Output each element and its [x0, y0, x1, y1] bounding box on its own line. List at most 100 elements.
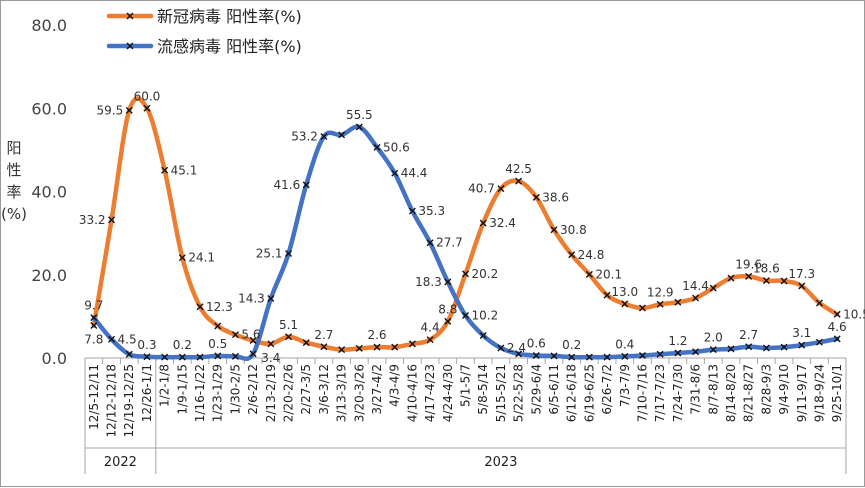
x-tick-label: 9/18-9/24 — [812, 364, 826, 422]
data-label-s1: 24.1 — [188, 251, 215, 265]
data-point-marker-stroke — [444, 317, 452, 325]
x-tick-label: 2/20-2/26 — [282, 364, 296, 422]
year-groups: 2022 2023 — [84, 358, 847, 474]
data-point-marker-stroke — [196, 303, 204, 311]
x-tick-label: 5/8-5/14 — [476, 364, 490, 415]
y-tick-label: 40.0 — [31, 183, 67, 202]
x-tick-label: 6/26-7/2 — [600, 364, 614, 415]
x-tick-label: 3/13-3/19 — [335, 364, 349, 422]
data-point-marker-stroke — [585, 270, 593, 278]
x-tick-label: 6/19-6/25 — [582, 364, 596, 422]
data-label-s2: 0.3 — [137, 338, 156, 352]
data-point-marker-stroke — [302, 181, 310, 189]
data-point-s2 — [798, 341, 806, 349]
legend-label: 流感病毒 阳性率(%) — [157, 37, 302, 56]
y-tick-label: 80.0 — [31, 16, 67, 35]
data-point-marker-stroke — [550, 352, 558, 360]
data-point-s2 — [249, 350, 257, 358]
data-point-s1 — [125, 106, 133, 114]
x-tick-label: 2/27-3/5 — [299, 364, 313, 415]
data-point-marker-stroke — [833, 310, 841, 318]
x-tick-label: 8/21-8/27 — [742, 364, 756, 422]
data-point-s2 — [638, 352, 646, 359]
data-point-marker-stroke — [391, 343, 399, 351]
data-point-marker-stroke — [532, 193, 540, 201]
data-point-marker-stroke — [745, 343, 753, 351]
x-tick-label: 8/7-8/13 — [706, 364, 720, 415]
data-point-marker-stroke — [603, 291, 611, 299]
y-axis-ticks: 0.0 20.0 40.0 60.0 80.0 — [31, 16, 67, 368]
data-label-s1: 5.6 — [241, 328, 260, 342]
data-point-marker-stroke — [621, 300, 629, 308]
series-lines — [91, 96, 840, 362]
x-tick-label: 5/22-5/28 — [512, 364, 526, 422]
data-point-s1 — [621, 300, 629, 308]
x-tick-label: 7/10-7/16 — [635, 364, 649, 422]
data-point-s1 — [745, 272, 753, 280]
data-label-s2: 18.3 — [415, 275, 442, 289]
data-point-marker-stroke — [249, 350, 257, 358]
data-point-s1 — [568, 251, 576, 259]
data-point-marker-stroke — [214, 352, 222, 360]
y-axis-label-char: (%) — [1, 205, 27, 223]
data-label-s2: 35.3 — [418, 204, 445, 218]
data-label-s1: 4.4 — [421, 321, 440, 335]
data-label-s2: 2.4 — [507, 341, 526, 355]
x-tick-label: 12/12-12/18 — [105, 364, 119, 438]
data-point-s1 — [373, 343, 381, 351]
data-point-marker-stroke — [355, 344, 363, 352]
data-point-marker-stroke — [285, 333, 293, 341]
data-point-marker-stroke — [391, 169, 399, 177]
data-point-marker-stroke — [143, 104, 151, 112]
data-label-s2: 55.5 — [346, 108, 373, 122]
data-point-marker-stroke — [515, 350, 523, 358]
data-label-s2: 50.6 — [383, 140, 410, 154]
x-tick-label: 7/3-7/9 — [618, 364, 632, 407]
data-label-s1: 20.1 — [595, 267, 622, 281]
data-point-s2 — [674, 349, 682, 357]
data-point-marker-stroke — [125, 350, 133, 358]
data-label-s1: 33.2 — [79, 213, 106, 227]
x-tick-label: 12/19-12/25 — [122, 364, 136, 438]
data-point-s2 — [603, 353, 611, 361]
data-point-marker-stroke — [603, 353, 611, 361]
data-label-s2: 3.1 — [792, 326, 811, 340]
series-markers — [90, 104, 841, 361]
year-group-label: 2022 — [104, 455, 137, 470]
data-point-s2 — [391, 169, 399, 177]
data-point-s1 — [762, 277, 770, 285]
data-label-s2: 1.2 — [668, 334, 687, 348]
data-point-s1 — [90, 322, 98, 330]
data-label-s1: 2.7 — [314, 328, 333, 342]
data-label-s2: 10.2 — [472, 309, 499, 323]
data-point-s2 — [408, 207, 416, 215]
x-tick-label: 4/10-4/16 — [405, 364, 419, 422]
data-point-marker-stroke — [674, 298, 682, 306]
data-label-s1: 3.4 — [261, 351, 280, 365]
data-point-s2 — [444, 278, 452, 286]
data-point-s1 — [214, 322, 222, 330]
data-point-s1 — [497, 185, 505, 193]
data-point-marker-stroke — [585, 353, 593, 361]
y-tick-label: 20.0 — [31, 266, 67, 285]
data-point-s1 — [196, 303, 204, 311]
data-label-s1: 59.5 — [97, 103, 124, 117]
data-point-marker-stroke — [231, 331, 239, 339]
data-point-marker-stroke — [833, 335, 841, 343]
data-point-s2 — [745, 343, 753, 351]
data-point-marker-stroke — [90, 322, 98, 330]
data-point-s2 — [497, 344, 505, 352]
data-label-s2: 0.2 — [173, 338, 192, 352]
data-point-marker-stroke — [196, 353, 204, 361]
data-label-s1: 19.6 — [735, 257, 762, 271]
y-axis-label-char: 性 — [6, 161, 21, 179]
data-label-s1: 5.1 — [279, 318, 298, 332]
data-label-s1: 13.0 — [611, 285, 638, 299]
x-tick-label: 7/24-7/30 — [671, 364, 685, 422]
data-point-s1 — [302, 339, 310, 347]
data-point-marker-stroke — [798, 282, 806, 290]
data-point-s1 — [515, 177, 523, 185]
data-label-s2: 2.7 — [739, 328, 758, 342]
data-point-marker-stroke — [178, 254, 186, 262]
